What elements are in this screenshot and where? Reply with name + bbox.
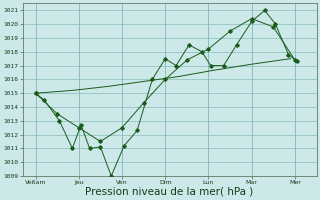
- X-axis label: Pression niveau de la mer( hPa ): Pression niveau de la mer( hPa ): [85, 187, 254, 197]
